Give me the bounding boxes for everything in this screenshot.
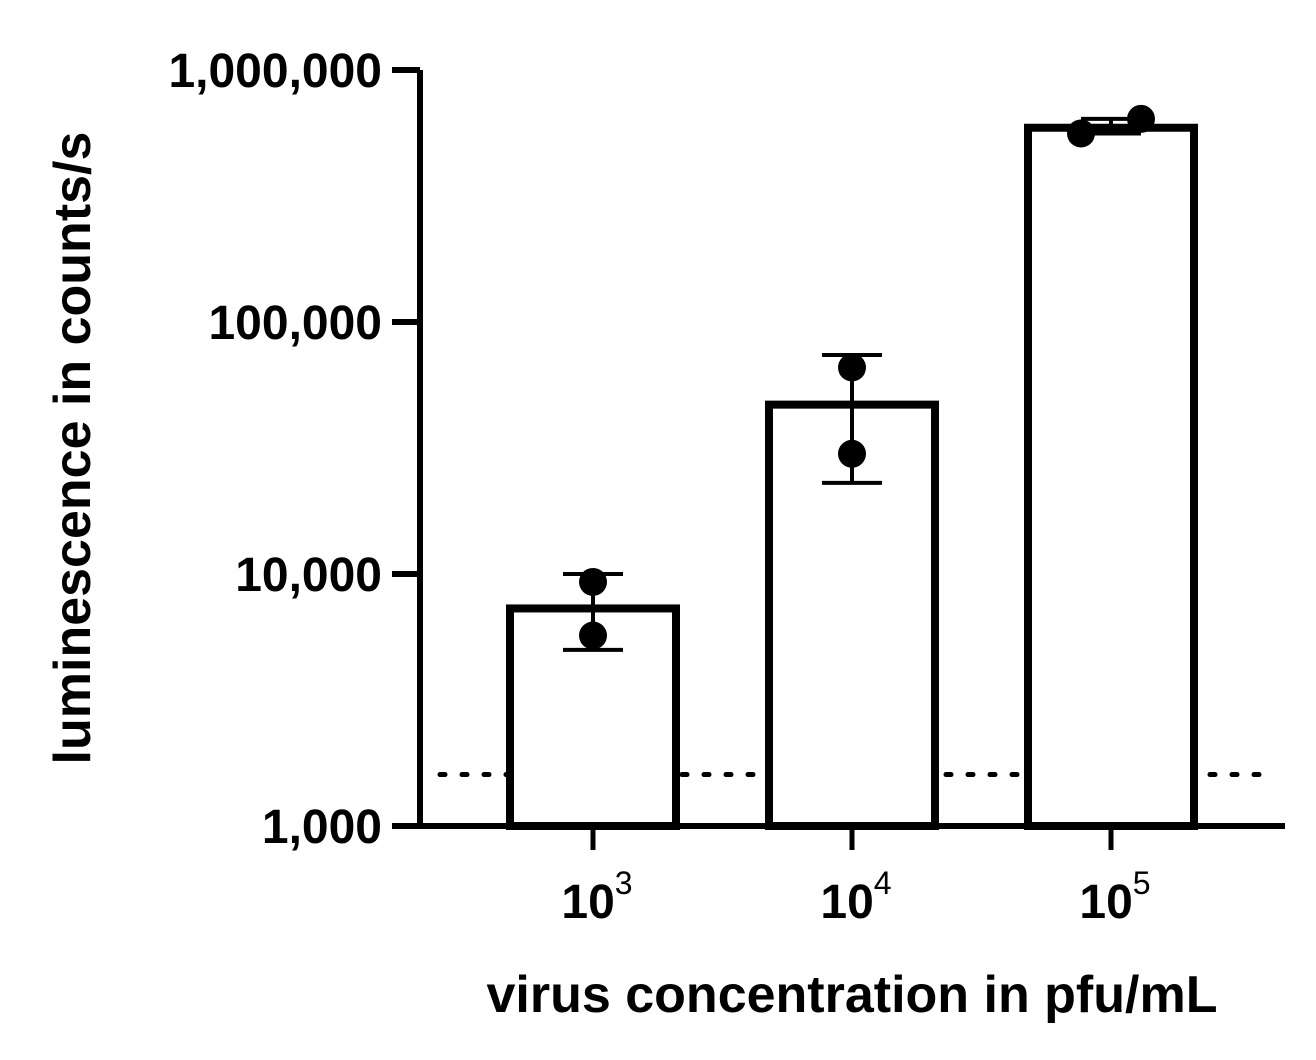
x-ticks: 103 104 105 (561, 826, 1151, 929)
x-tick-label-2: 104 (820, 865, 891, 929)
y-tick-label-4: 1,000,000 (168, 45, 382, 98)
data-point-1-1 (579, 567, 607, 596)
data-point-2-1 (838, 353, 866, 382)
x-tick-label-1: 103 (561, 865, 632, 929)
y-ticks: 1,000 10,000 100,000 1,000,000 (168, 45, 420, 854)
bar-3 (1024, 123, 1198, 830)
y-axis-title: luminescence in counts/s (44, 132, 102, 765)
x-tick-exponent-2: 4 (874, 865, 892, 901)
data-point-2-2 (838, 439, 866, 468)
x-tick-exponent-1: 3 (615, 865, 633, 901)
x-axis-title: virus concentration in pfu/mL (487, 966, 1218, 1024)
y-tick-label-3: 100,000 (208, 297, 382, 350)
x-tick-label-3: 105 (1079, 865, 1150, 929)
y-tick-label-1: 1,000 (262, 801, 382, 854)
y-tick-label-2: 10,000 (235, 549, 382, 602)
x-tick-base-2: 10 (820, 876, 873, 929)
x-tick-base-1: 10 (561, 876, 614, 929)
plot-area (437, 104, 1278, 830)
x-tick-base-3: 10 (1079, 876, 1132, 929)
data-point-3-2 (1127, 104, 1155, 133)
x-tick-exponent-3: 5 (1133, 865, 1151, 901)
data-point-1-2 (579, 621, 607, 650)
axes (392, 70, 1285, 829)
data-point-3-1 (1067, 119, 1095, 148)
